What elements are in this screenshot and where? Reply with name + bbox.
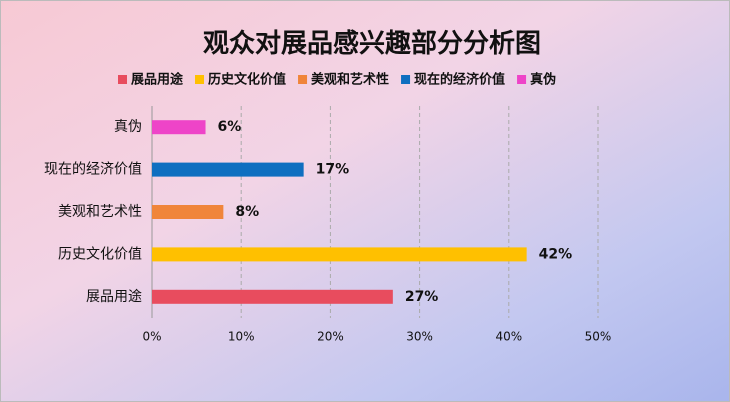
bar xyxy=(152,205,224,219)
legend-label: 历史文化价值 xyxy=(208,72,286,88)
legend-label: 美观和艺术性 xyxy=(311,72,389,88)
y-tick-label: 历史文化价值 xyxy=(58,246,142,262)
legend-swatch xyxy=(517,75,527,84)
y-tick-label: 现在的经济价值 xyxy=(44,162,142,178)
bar xyxy=(152,162,304,177)
data-label: 6% xyxy=(218,119,242,135)
data-label: 27% xyxy=(405,289,439,305)
legend-swatch xyxy=(195,75,205,84)
data-label: 42% xyxy=(539,246,573,262)
legend-label: 现在的经济价值 xyxy=(414,72,505,88)
legend-swatch xyxy=(118,75,127,84)
y-tick-label: 真伪 xyxy=(114,119,142,135)
legend-swatch xyxy=(298,75,308,84)
x-tick-label: 10% xyxy=(228,330,255,344)
x-tick-label: 20% xyxy=(317,330,344,344)
bar xyxy=(152,120,206,135)
legend-swatch xyxy=(401,75,411,84)
chart-title: 观众对展品感兴趣部分分析图 xyxy=(203,29,541,59)
x-tick-label: 30% xyxy=(406,330,433,344)
y-tick-label: 展品用途 xyxy=(86,288,142,305)
x-tick-label: 40% xyxy=(495,330,522,344)
legend-label: 真伪 xyxy=(530,72,556,88)
y-tick-label: 美观和艺术性 xyxy=(58,204,142,220)
x-tick-label: 0% xyxy=(142,330,161,344)
data-label: 17% xyxy=(316,162,350,178)
bar xyxy=(152,247,527,262)
x-tick-label: 50% xyxy=(585,330,612,344)
legend-label: 展品用途 xyxy=(131,72,184,88)
bar xyxy=(152,289,393,304)
data-label: 8% xyxy=(235,204,259,220)
